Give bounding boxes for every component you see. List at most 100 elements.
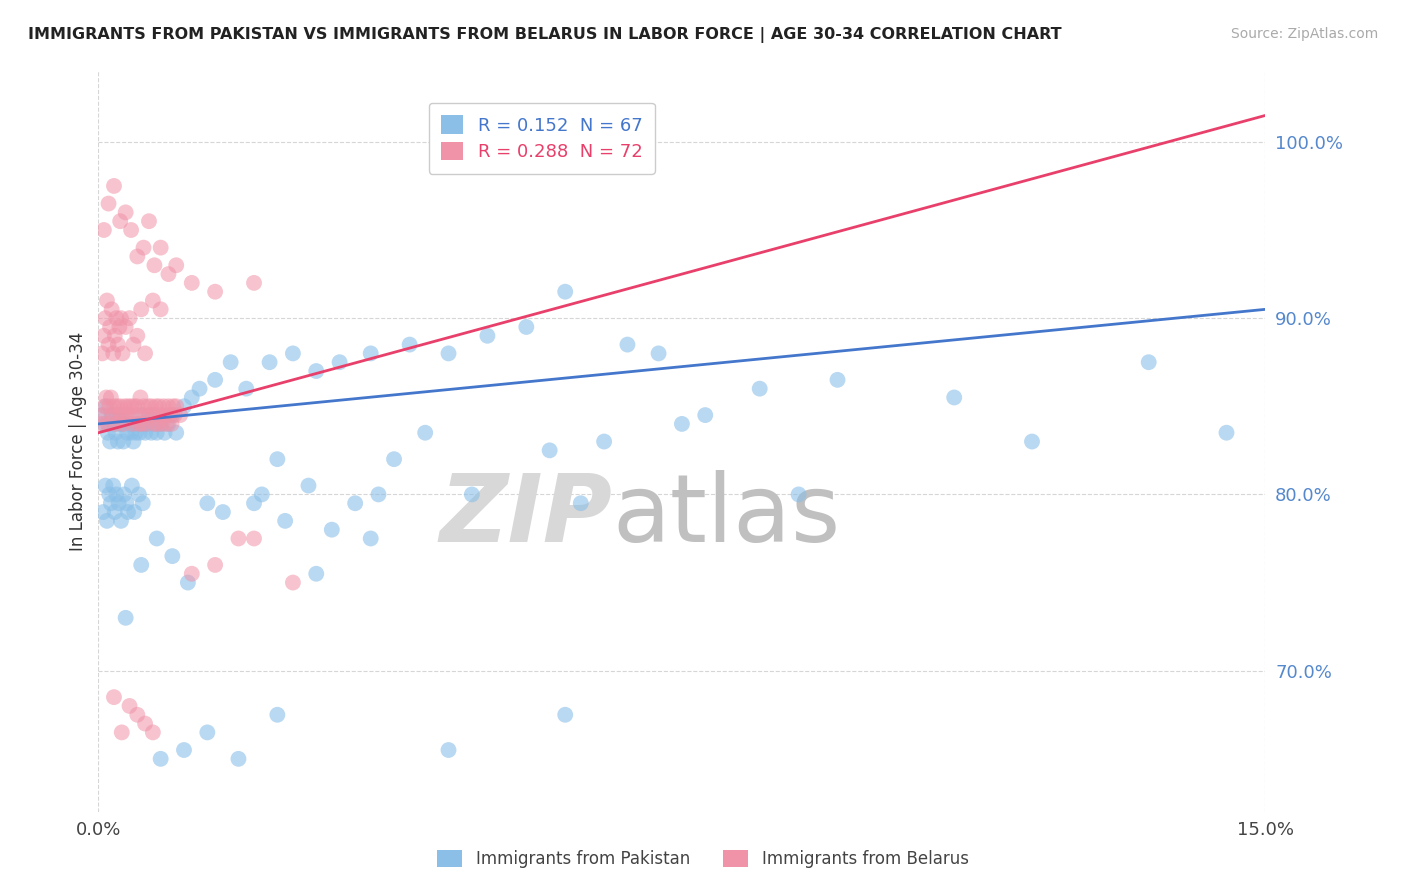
Point [108,399,131,413]
Point [138,408,160,422]
Point [112,434,135,449]
Point [382,452,405,467]
Point [135,417,157,431]
Point [107,496,129,510]
Point [96,514,118,528]
Point [111,408,134,422]
Point [103,690,125,705]
Point [121,417,143,431]
Point [321,523,343,537]
Point [437,743,460,757]
Point [96,391,118,405]
Point [134,346,156,360]
Point [122,399,145,413]
Point [266,707,288,722]
Point [827,373,849,387]
Point [98,434,121,449]
Point [103,399,125,413]
Point [163,408,186,422]
Point [94,478,117,492]
Point [297,478,319,492]
Point [115,496,138,510]
Point [120,425,142,440]
Point [143,408,166,422]
Point [128,487,150,501]
Point [243,276,266,290]
Point [120,399,142,413]
Point [118,408,141,422]
Point [195,496,218,510]
Point [134,425,156,440]
Point [103,346,125,360]
Point [305,566,328,581]
Text: Source: ZipAtlas.com: Source: ZipAtlas.com [1230,27,1378,41]
Point [114,611,136,625]
Point [90,417,112,431]
Point [165,258,187,272]
Point [108,320,131,334]
Point [149,752,172,766]
Point [132,399,155,413]
Point [91,408,114,422]
Point [157,417,180,431]
Point [748,382,770,396]
Point [281,346,304,360]
Point [162,549,184,563]
Point [103,417,125,431]
Point [104,505,127,519]
Point [139,408,162,422]
Point [477,328,499,343]
Point [228,532,250,546]
Point [107,408,129,422]
Point [149,417,172,431]
Point [243,496,266,510]
Text: ZIP: ZIP [439,469,612,562]
Point [117,505,139,519]
Point [141,425,163,440]
Point [129,302,152,317]
Text: atlas: atlas [612,469,841,562]
Point [121,478,143,492]
Point [142,293,165,308]
Point [101,408,124,422]
Point [91,408,114,422]
Point [94,311,117,326]
Point [180,391,202,405]
Point [115,425,138,440]
Point [155,408,177,422]
Point [162,399,184,413]
Point [97,196,120,211]
Point [250,487,273,501]
Point [554,285,576,299]
Point [108,408,131,422]
Point [461,487,484,501]
Point [118,698,141,713]
Point [204,558,226,572]
Point [100,391,122,405]
Point [515,320,537,334]
Point [146,425,169,440]
Point [110,311,132,326]
Point [266,452,288,467]
Point [98,320,121,334]
Point [111,725,134,739]
Point [212,505,235,519]
Point [943,391,966,405]
Point [97,337,120,351]
Point [149,302,172,317]
Y-axis label: In Labor Force | Age 30-34: In Labor Force | Age 30-34 [69,332,87,551]
Point [228,752,250,766]
Point [122,434,145,449]
Point [96,293,118,308]
Point [134,408,156,422]
Point [165,399,187,413]
Point [160,417,183,431]
Point [180,566,202,581]
Point [150,417,173,431]
Point [138,214,160,228]
Point [112,487,135,501]
Point [437,346,460,360]
Point [103,478,125,492]
Point [93,223,115,237]
Point [101,408,124,422]
